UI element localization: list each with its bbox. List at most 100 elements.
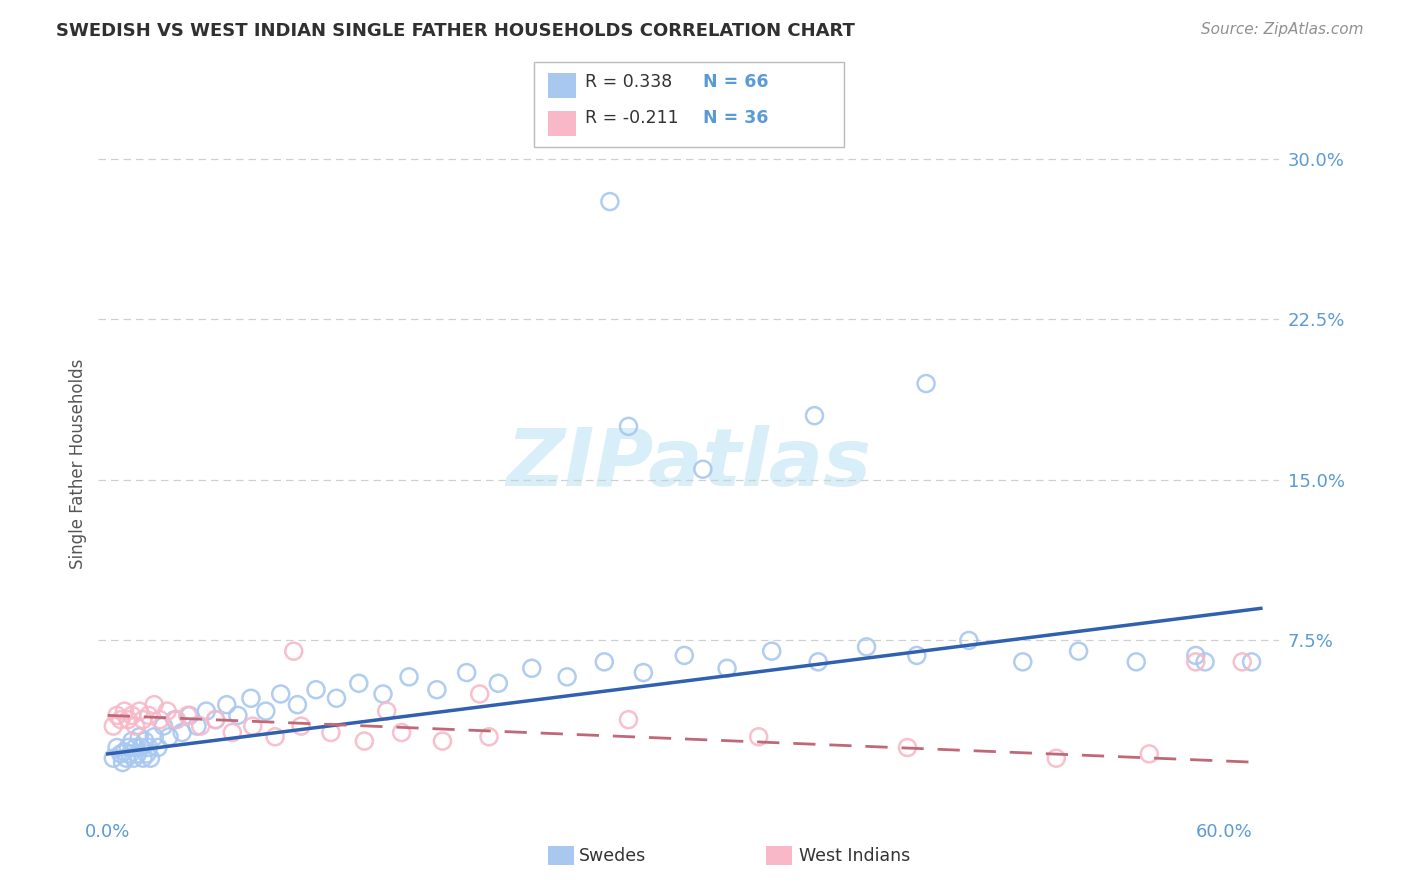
Point (305, 682, 328, 697)
Point (555, 670, 578, 684)
Point (110, 747, 132, 761)
Point (190, 719, 212, 733)
Point (172, 725, 194, 739)
Point (117, 740, 139, 755)
Point (375, 704, 398, 718)
Y-axis label: Single Father Households: Single Father Households (69, 359, 87, 569)
Text: SWEDISH VS WEST INDIAN SINGLE FATHER HOUSEHOLDS CORRELATION CHART: SWEDISH VS WEST INDIAN SINGLE FATHER HOU… (56, 22, 855, 40)
Point (239, 691, 262, 706)
Point (1067, 644, 1090, 658)
Point (633, 665, 655, 680)
Text: West Indians: West Indians (799, 847, 910, 865)
Point (105, 740, 128, 755)
Point (599, 194, 621, 209)
Text: N = 66: N = 66 (703, 73, 769, 91)
Point (129, 740, 152, 755)
Point (855, 640, 877, 654)
Point (122, 751, 145, 765)
Point (118, 747, 141, 761)
Point (163, 713, 186, 727)
Point (371, 687, 394, 701)
Point (121, 734, 143, 748)
Text: R = 0.338: R = 0.338 (585, 73, 672, 91)
Point (105, 708, 128, 723)
Point (146, 740, 169, 755)
Point (353, 734, 375, 748)
Text: Swedes: Swedes (579, 847, 647, 865)
Point (103, 751, 125, 765)
Point (1011, 655, 1033, 669)
Point (287, 698, 309, 712)
Point (593, 655, 616, 669)
Text: Source: ZipAtlas.com: Source: ZipAtlas.com (1201, 22, 1364, 37)
Point (1045, 751, 1067, 765)
Point (264, 730, 287, 744)
Point (157, 730, 180, 744)
Text: ZIPatlas: ZIPatlas (506, 425, 872, 503)
Point (520, 661, 543, 675)
Point (128, 704, 150, 718)
Point (242, 719, 264, 733)
Point (204, 713, 226, 727)
Point (391, 725, 413, 739)
Point (103, 719, 125, 733)
Point (114, 745, 136, 759)
Point (138, 708, 160, 723)
Point (807, 655, 830, 669)
Point (204, 713, 226, 727)
Point (761, 644, 783, 658)
Point (138, 740, 160, 755)
Point (114, 704, 136, 718)
Point (132, 713, 155, 727)
Point (957, 633, 980, 648)
Point (347, 676, 370, 690)
Point (319, 725, 342, 739)
Point (143, 698, 166, 712)
Point (254, 704, 277, 718)
Point (617, 713, 640, 727)
Point (426, 682, 449, 697)
Point (110, 713, 132, 727)
Point (1184, 648, 1206, 663)
Point (124, 719, 146, 733)
Point (195, 704, 218, 718)
Point (478, 730, 501, 744)
Point (149, 713, 172, 727)
Point (803, 409, 825, 423)
Point (1125, 655, 1147, 669)
Point (748, 730, 770, 744)
Point (176, 708, 198, 723)
Point (166, 713, 188, 727)
Point (1240, 655, 1263, 669)
Point (325, 691, 347, 706)
Point (905, 648, 928, 663)
Point (486, 676, 509, 690)
Point (111, 756, 134, 770)
Point (179, 708, 201, 723)
Point (221, 725, 243, 739)
Point (117, 713, 139, 727)
Point (270, 687, 292, 701)
Point (186, 719, 208, 733)
Point (156, 704, 179, 718)
Point (456, 665, 478, 680)
Point (143, 730, 166, 744)
Point (215, 698, 238, 712)
Point (290, 719, 312, 733)
Point (135, 747, 157, 761)
Point (617, 419, 640, 434)
Point (134, 734, 156, 748)
Text: N = 36: N = 36 (703, 109, 768, 127)
Point (432, 734, 454, 748)
Point (283, 644, 305, 658)
Point (139, 751, 162, 765)
Point (716, 661, 738, 675)
Text: R = -0.211: R = -0.211 (585, 109, 679, 127)
Point (1137, 747, 1160, 761)
Point (121, 708, 143, 723)
Point (115, 751, 138, 765)
Point (692, 462, 714, 476)
Point (132, 751, 155, 765)
Point (915, 376, 938, 391)
Point (1184, 655, 1206, 669)
